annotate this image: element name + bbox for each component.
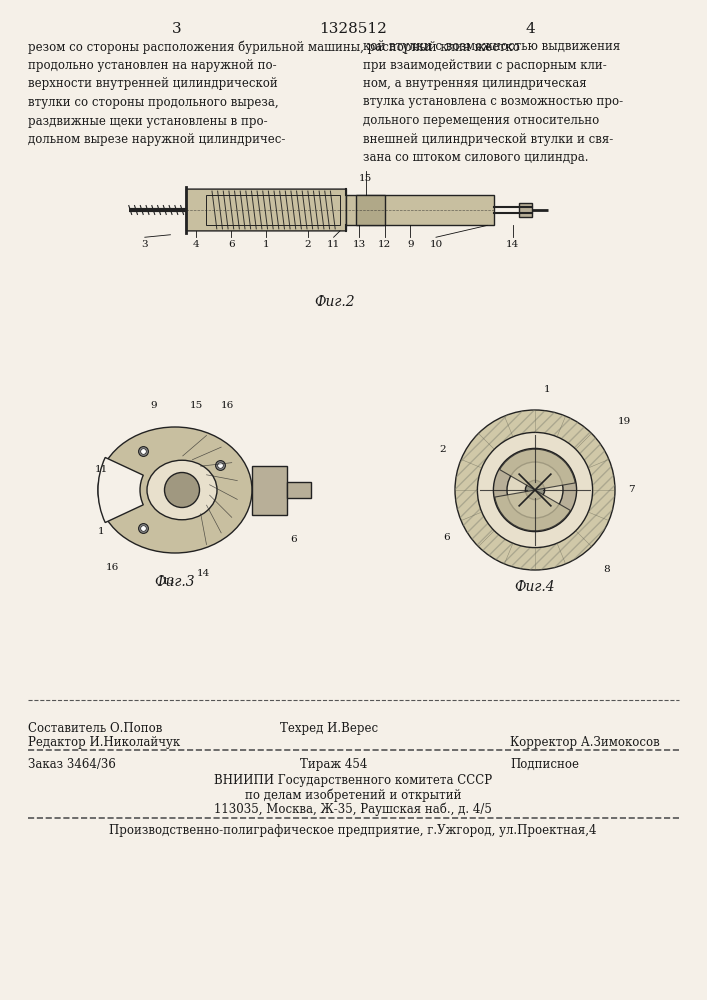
Text: 11: 11 [327,240,340,249]
Text: 16: 16 [221,401,234,410]
Text: 12: 12 [378,240,392,249]
Circle shape [477,432,592,548]
Text: Тираж 454: Тираж 454 [300,758,368,771]
Text: 113035, Москва, Ж-35, Раушская наб., д. 4/5: 113035, Москва, Ж-35, Раушская наб., д. … [214,802,492,816]
Circle shape [507,462,563,518]
Text: 8: 8 [604,566,610,574]
Wedge shape [495,490,571,531]
Text: 1328512: 1328512 [319,22,387,36]
Text: 13: 13 [353,240,366,249]
Text: 1: 1 [263,240,269,249]
Text: кой втулки с возможностью выдвижения
при взаимодействии с распорным кли-
ном, а : кой втулки с возможностью выдвижения при… [363,40,623,164]
Text: Составитель О.Попов: Составитель О.Попов [28,722,163,735]
Circle shape [139,524,148,533]
Text: 15: 15 [359,174,372,183]
Bar [206,195,340,225]
Text: Корректор А.Зимокосов: Корректор А.Зимокосов [510,736,660,749]
Circle shape [525,480,544,500]
Text: 19: 19 [618,418,631,426]
Text: 6: 6 [228,240,235,249]
Text: 2: 2 [305,240,311,249]
Text: Производственно-полиграфическое предприятие, г.Ужгород, ул.Проектная,4: Производственно-полиграфическое предприя… [110,824,597,837]
Text: 14: 14 [197,570,209,578]
Text: Фиг.3: Фиг.3 [155,575,195,589]
Bar [356,195,385,225]
Bar [346,195,493,225]
Text: 10: 10 [429,240,443,249]
Text: 13: 13 [161,576,175,585]
Text: Заказ 3464/36: Заказ 3464/36 [28,758,116,771]
Text: Подписное: Подписное [510,758,579,771]
Text: Техред И.Верес: Техред И.Верес [280,722,378,735]
Bar [519,203,532,217]
Circle shape [493,448,577,532]
Bar [252,466,287,514]
Wedge shape [500,449,575,490]
Circle shape [141,449,146,454]
Text: 7: 7 [628,486,634,494]
Text: 14: 14 [506,240,520,249]
Text: 15: 15 [189,401,203,410]
Text: 3: 3 [173,22,182,36]
Circle shape [218,463,223,468]
Text: 9: 9 [151,401,158,410]
Text: 1: 1 [98,528,105,536]
Text: 6: 6 [291,534,298,544]
Text: 4: 4 [525,22,535,36]
Circle shape [165,473,199,508]
Text: Фиг.2: Фиг.2 [315,295,356,309]
Text: 2: 2 [440,446,446,454]
Text: по делам изобретений и открытий: по делам изобретений и открытий [245,788,461,802]
Text: ВНИИПИ Государственного комитета СССР: ВНИИПИ Государственного комитета СССР [214,774,492,787]
Text: 3: 3 [141,240,148,249]
Circle shape [139,447,148,456]
FancyBboxPatch shape [187,189,346,231]
Circle shape [141,526,146,531]
Circle shape [216,461,226,470]
Text: 4: 4 [193,240,199,249]
Wedge shape [98,457,144,523]
Ellipse shape [147,460,217,520]
Ellipse shape [98,427,252,553]
Text: 6: 6 [444,534,450,542]
Bar [287,482,312,498]
Text: Фиг.4: Фиг.4 [515,580,555,594]
Circle shape [455,410,615,570]
Text: 11: 11 [95,464,108,474]
Text: 16: 16 [105,562,119,572]
Text: резом со стороны расположения бурильной машины, распорный клин жестко
продольно : резом со стороны расположения бурильной … [28,40,520,146]
Text: 9: 9 [407,240,414,249]
Text: 1: 1 [544,385,550,394]
Text: Редактор И.Николайчук: Редактор И.Николайчук [28,736,180,749]
